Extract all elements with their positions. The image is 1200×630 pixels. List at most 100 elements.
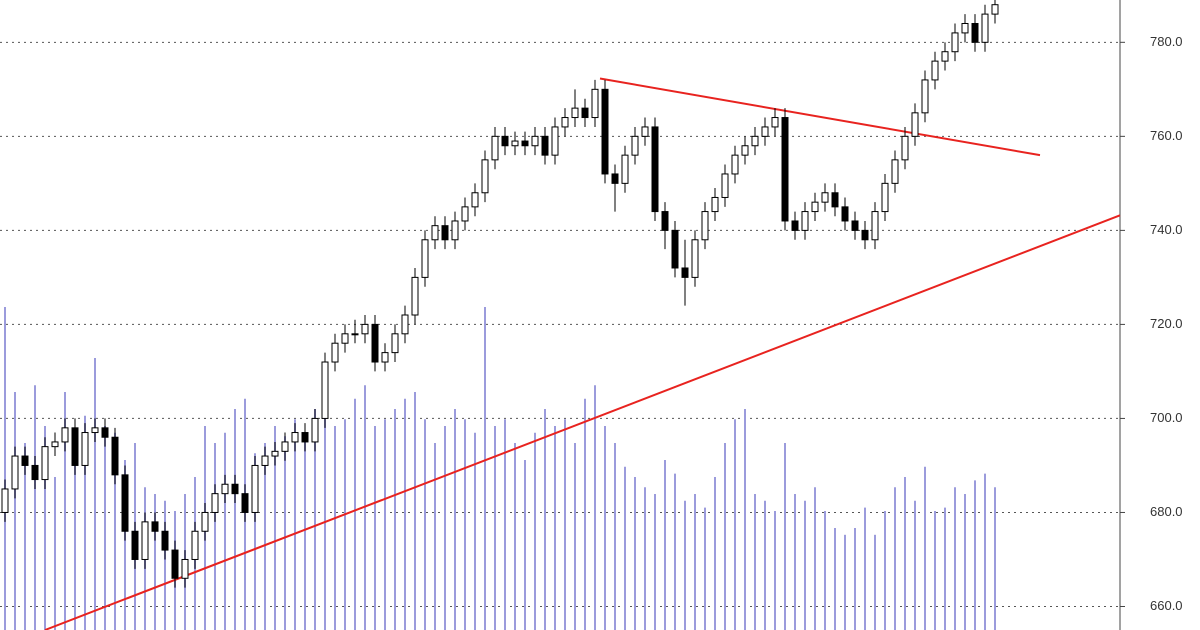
candle-body bbox=[731, 154, 739, 175]
candle-body bbox=[181, 558, 189, 579]
candle-body bbox=[811, 201, 819, 213]
candle-body bbox=[441, 225, 449, 241]
candle-body bbox=[461, 206, 469, 222]
candle-body bbox=[951, 32, 959, 53]
candle-body bbox=[141, 521, 149, 560]
candle-body bbox=[221, 483, 229, 495]
candle-body bbox=[851, 220, 859, 231]
candle-body bbox=[671, 229, 679, 269]
candle-body bbox=[531, 135, 539, 147]
candle-body bbox=[881, 182, 889, 213]
candle-body bbox=[321, 361, 329, 419]
candle-body bbox=[781, 117, 789, 222]
candle-body bbox=[691, 239, 699, 278]
candle-body bbox=[401, 314, 409, 335]
candle-body bbox=[431, 225, 439, 241]
candle-body bbox=[661, 211, 669, 231]
candle-body bbox=[571, 107, 579, 119]
candle-body bbox=[821, 192, 829, 203]
y-tick-label: 660.0 bbox=[1150, 598, 1183, 613]
candle-body bbox=[801, 211, 809, 231]
candle-body bbox=[111, 436, 119, 476]
candle-body bbox=[861, 229, 869, 241]
candle-body bbox=[721, 173, 729, 198]
candle-body bbox=[371, 323, 379, 363]
candle-body bbox=[481, 159, 489, 194]
candle-body bbox=[201, 511, 209, 532]
candle-body bbox=[251, 464, 259, 513]
candle-body bbox=[21, 455, 29, 466]
candle-body bbox=[381, 352, 389, 363]
candle-body bbox=[241, 493, 249, 513]
candle-body bbox=[871, 211, 879, 241]
candle-body bbox=[981, 13, 989, 43]
candle-body bbox=[301, 432, 309, 443]
candle-body bbox=[421, 239, 429, 278]
trendline bbox=[599, 77, 1041, 157]
candle-body bbox=[601, 88, 609, 175]
candle-body bbox=[1, 488, 9, 513]
candle-body bbox=[361, 323, 369, 335]
candle-body bbox=[771, 117, 779, 128]
candle-body bbox=[81, 432, 89, 466]
candle-body bbox=[831, 192, 839, 208]
candle-body bbox=[711, 196, 719, 213]
candle-body bbox=[841, 206, 849, 222]
candle-body bbox=[61, 427, 69, 443]
candle-body bbox=[511, 140, 519, 147]
candle-body bbox=[641, 126, 649, 137]
candle-body bbox=[391, 333, 399, 354]
candle-body bbox=[231, 483, 239, 495]
candle-body bbox=[91, 427, 99, 434]
candle-body bbox=[41, 446, 49, 481]
candle-body bbox=[11, 455, 19, 490]
candle-body bbox=[311, 417, 319, 443]
candle-body bbox=[911, 112, 919, 137]
candle-body bbox=[921, 79, 929, 114]
candle-body bbox=[611, 173, 619, 184]
y-tick-label: 680.0 bbox=[1150, 504, 1183, 519]
candle-body bbox=[151, 521, 159, 532]
trendline bbox=[44, 214, 1121, 630]
candle-body bbox=[561, 117, 569, 128]
candle-body bbox=[551, 126, 559, 156]
candle-body bbox=[101, 427, 109, 438]
candle-body bbox=[271, 450, 279, 457]
candle-body bbox=[791, 220, 799, 231]
candle-body bbox=[631, 135, 639, 156]
candle-body bbox=[171, 549, 179, 579]
candle-body bbox=[121, 474, 129, 532]
candle-body bbox=[341, 333, 349, 344]
candle-body bbox=[351, 333, 359, 336]
candle-body bbox=[491, 135, 499, 161]
y-tick-label: 760.0 bbox=[1150, 128, 1183, 143]
candle-body bbox=[71, 427, 79, 466]
candle-body bbox=[741, 145, 749, 156]
candle-body bbox=[991, 4, 999, 15]
candle-body bbox=[291, 432, 299, 443]
candle-body bbox=[681, 267, 689, 278]
candle-body bbox=[191, 530, 199, 560]
candle-body bbox=[941, 51, 949, 62]
candle-body bbox=[261, 455, 269, 466]
candle-body bbox=[161, 530, 169, 551]
candle-body bbox=[591, 88, 599, 119]
candle-body bbox=[581, 107, 589, 119]
candle-body bbox=[901, 135, 909, 161]
candle-body bbox=[931, 60, 939, 81]
candle-body bbox=[31, 464, 39, 481]
candle-body bbox=[501, 135, 509, 147]
candle-body bbox=[211, 493, 219, 513]
y-tick-label: 780.0 bbox=[1150, 34, 1183, 49]
candle-body bbox=[541, 135, 549, 156]
y-tick-label: 740.0 bbox=[1150, 222, 1183, 237]
candle-body bbox=[751, 135, 759, 147]
candle-body bbox=[51, 441, 59, 448]
candle-body bbox=[971, 23, 979, 43]
candle-body bbox=[651, 126, 659, 213]
candle-body bbox=[891, 159, 899, 184]
y-tick-label: 720.0 bbox=[1150, 316, 1183, 331]
candle-body bbox=[961, 23, 969, 34]
